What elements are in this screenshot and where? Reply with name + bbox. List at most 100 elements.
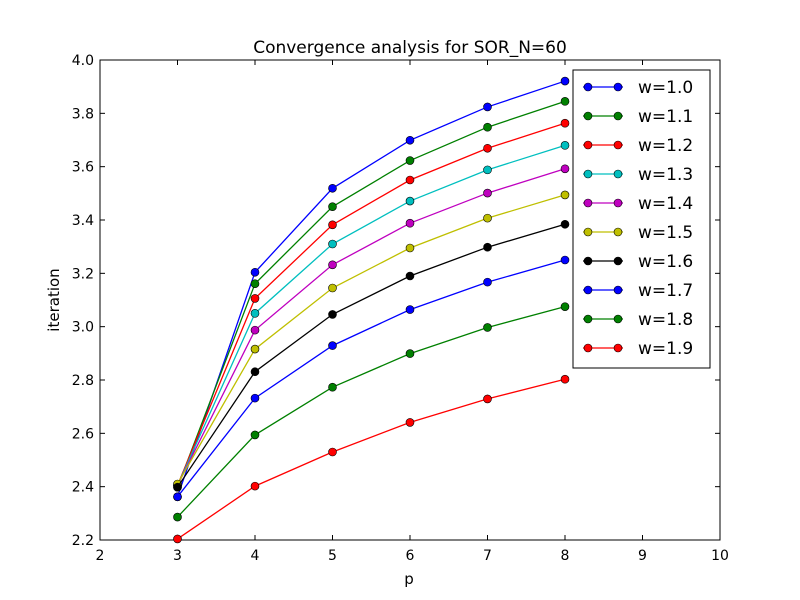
y-tick-label: 3.0 (72, 320, 94, 336)
series-line (176, 223, 566, 488)
legend-label: w=1.0 (638, 78, 693, 98)
y-tick-label: 3.6 (72, 160, 94, 176)
data-point (405, 196, 415, 206)
y-axis-label: iteration (45, 268, 63, 331)
legend-marker (613, 256, 623, 266)
data-point (328, 447, 337, 457)
legend-marker (613, 343, 623, 353)
x-tick-label: 4 (251, 548, 260, 564)
data-point (250, 309, 260, 318)
data-point (250, 267, 260, 277)
legend-label: w=1.8 (638, 310, 693, 330)
legend-marker (583, 140, 593, 150)
data-point (173, 534, 182, 544)
data-point (483, 143, 492, 153)
x-tick-label: 8 (561, 548, 570, 564)
data-point (405, 349, 415, 358)
series-line (176, 144, 566, 486)
data-point (250, 344, 260, 354)
y-tick-label: 3.8 (72, 106, 94, 122)
legend-entry: w=1.5 (583, 223, 693, 243)
data-point (483, 165, 492, 175)
x-tick-label: 10 (711, 548, 729, 564)
series-line (176, 100, 566, 488)
legend-marker (613, 169, 623, 179)
data-point (405, 156, 415, 165)
legend-marker (583, 111, 593, 121)
data-point (328, 202, 337, 211)
data-point (328, 283, 337, 293)
data-point (328, 220, 337, 230)
data-point (405, 135, 415, 145)
data-point (483, 213, 492, 223)
y-tick-label: 3.4 (72, 213, 94, 229)
data-point (250, 294, 260, 303)
data-point (405, 218, 415, 228)
data-point (250, 367, 260, 377)
data-point (405, 305, 415, 314)
data-point (483, 277, 492, 287)
series-w=1.6 (173, 219, 570, 492)
data-point (328, 310, 337, 319)
series-line (176, 194, 566, 485)
legend-marker (613, 111, 623, 121)
legend-entry: w=1.2 (583, 136, 693, 156)
data-point (560, 374, 570, 384)
y-tick-label: 2.2 (72, 533, 94, 549)
data-point (560, 76, 570, 86)
y-tick-label: 3.2 (72, 266, 94, 282)
data-point (328, 341, 337, 350)
legend-entry: w=1.8 (583, 310, 693, 330)
data-point (483, 122, 492, 132)
legend-marker (583, 314, 593, 324)
x-tick-label: 2 (96, 548, 105, 564)
series-w=1.8 (173, 302, 570, 522)
data-point (250, 430, 260, 440)
data-point (483, 323, 492, 332)
data-point (405, 175, 415, 185)
data-point (328, 239, 337, 249)
legend-marker (613, 227, 623, 237)
data-point (560, 219, 570, 229)
legend-entry: w=1.1 (583, 107, 693, 127)
data-point (560, 302, 570, 311)
legend-label: w=1.3 (638, 165, 693, 185)
legend-label: w=1.6 (638, 252, 693, 272)
legend-marker (583, 256, 593, 266)
legend-label: w=1.4 (638, 194, 693, 214)
legend-marker (613, 198, 623, 208)
y-tick-label: 4.0 (72, 53, 94, 69)
y-tick-label: 2.6 (72, 426, 94, 442)
data-point (173, 482, 182, 492)
legend-entry: w=1.0 (583, 78, 693, 98)
plot-area: 2 3 4 5 6 7 8 9 10 2.2 2.4 2.6 2.8 3.0 3.2 3.4 3.6 3.8 4.0 (72, 53, 729, 564)
legend-label: w=1.5 (638, 223, 693, 243)
data-point (173, 512, 182, 522)
series-line (176, 259, 566, 498)
legend: w=1.0 w=1.1 w=1.2 w=1.3 w=1.4 w=1.5 w=1.6 w=1.7… (572, 69, 711, 369)
data-point (483, 394, 492, 404)
legend-marker (613, 285, 623, 295)
legend-entry: w=1.6 (583, 252, 693, 272)
data-point (560, 97, 570, 106)
series-line (176, 80, 566, 498)
x-tick-label: 7 (483, 548, 492, 564)
data-point (560, 164, 570, 174)
x-tick-label: 6 (406, 548, 415, 564)
data-point (250, 325, 260, 335)
legend-label: w=1.1 (638, 107, 693, 127)
legend-entry: w=1.9 (583, 339, 693, 359)
data-point (405, 418, 415, 427)
legend-label: w=1.2 (638, 136, 693, 156)
series-w=1.7 (173, 255, 570, 502)
legend-entry: w=1.7 (583, 281, 693, 301)
data-point (483, 102, 492, 112)
legend-marker (583, 227, 593, 237)
legend-marker (583, 169, 593, 179)
legend-marker (583, 343, 593, 353)
data-point (328, 260, 337, 270)
series-line (176, 168, 566, 486)
legend-box (572, 69, 711, 369)
